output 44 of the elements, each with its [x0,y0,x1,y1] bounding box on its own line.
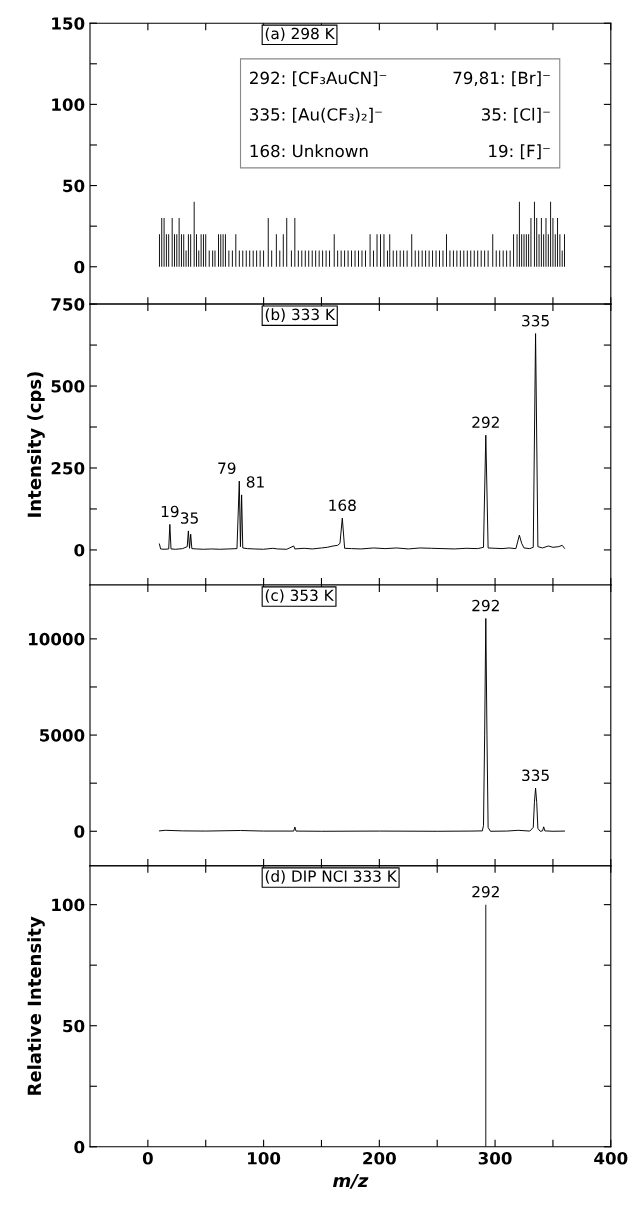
y-tick-label: 500 [51,380,85,393]
annotation: 292 [472,416,499,429]
annotation: 79 [218,462,236,474]
annotation: 81 [246,476,264,488]
annotation: 335 [522,769,549,782]
line-series [158,617,565,832]
chart-title: (b) 333 K [265,308,336,322]
annotation: 79,81: [Br]⁻ [453,71,550,87]
y-tick-label: 10000 [29,632,85,646]
y-tick-label: 0 [74,543,85,557]
x-tick-label: 400 [594,1151,628,1165]
x-tick-label: 0 [142,1151,153,1165]
y-tick-label: 100 [52,98,85,111]
y-tick-label: 100 [52,898,85,912]
x-tick-label: 100 [248,1151,281,1165]
y-tick-label: 50 [63,179,85,193]
y-tick-label: 0 [74,260,85,274]
annotation: 19: [F]⁻ [489,144,550,160]
annotation: 292: [CF₃AuCN]⁻ [250,71,387,87]
annotation: 335: [Au(CF₃)₂]⁻ [250,107,382,123]
chart-title: (c) 353 K [265,589,334,603]
y-tick-label: 0 [74,1140,85,1154]
x-tick-label: 300 [478,1151,512,1165]
y-axis-title: Intensity (cps) [27,372,45,517]
chart-title: (a) 298 K [265,27,335,42]
annotation: 35: [Cl]⁻ [481,107,550,123]
y-tick-label: 150 [52,17,85,30]
annotation: 292 [472,599,499,612]
x-tick-label: 200 [363,1151,396,1165]
annotation: 292 [472,885,499,898]
annotation: 35 [180,512,198,524]
x-axis-title: m/z [333,1173,369,1189]
annotation: 19 [161,505,179,518]
y-tick-label: 50 [63,1019,85,1033]
y-tick-label: 750 [51,298,85,311]
annotation: 168 [329,499,356,512]
line-series [158,333,565,550]
y-axis-title: Relative Intensity [27,916,45,1095]
y-tick-label: 250 [51,461,85,475]
chart-title: (d) DIP NCI 333 K [265,870,398,884]
annotation: 335 [522,314,549,327]
y-tick-label: 0 [74,825,85,838]
annotation: 168: Unknown [250,144,368,158]
y-tick-label: 5000 [40,729,85,742]
